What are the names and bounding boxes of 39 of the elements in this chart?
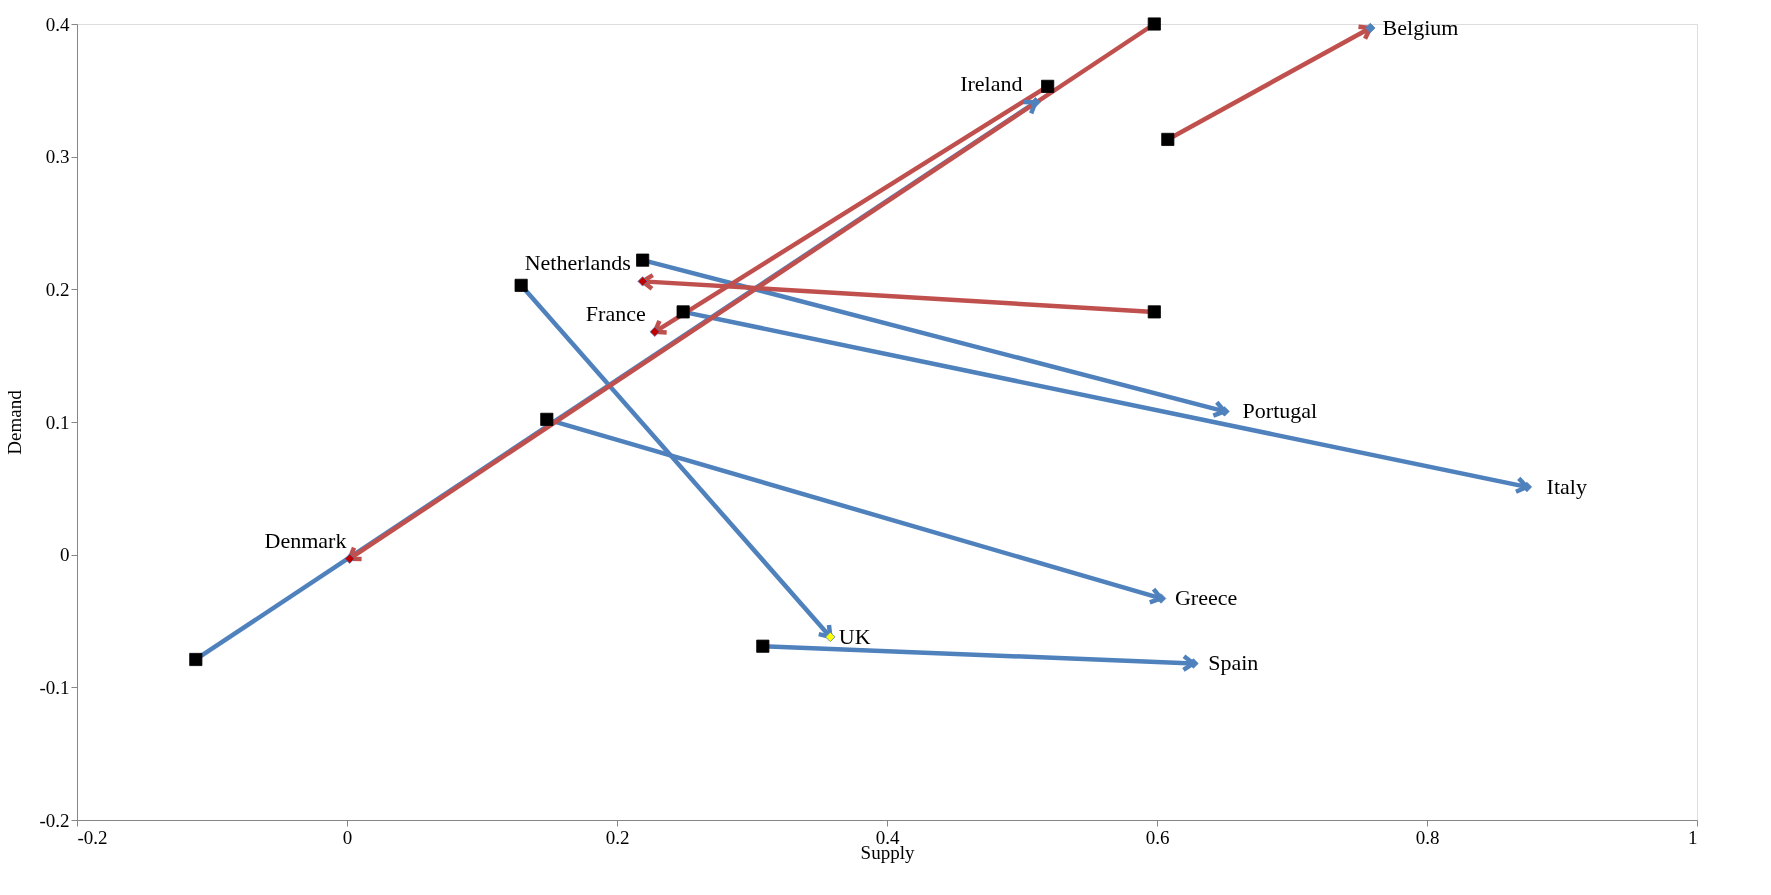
y-tick-label: 0.1: [45, 411, 70, 433]
x-tick-label: 1: [1688, 826, 1698, 848]
x-tick-label: 0: [342, 826, 353, 848]
annotation: Italy: [1546, 474, 1587, 500]
point: [825, 631, 836, 643]
y-tick-label: 0.4: [45, 13, 70, 35]
x-tick-label: -0.2: [77, 826, 108, 848]
point: [756, 639, 770, 653]
annotation: Spain: [1208, 650, 1259, 676]
annotation: France: [585, 300, 646, 326]
point: [189, 652, 203, 666]
x-tick-label: 0.2: [605, 826, 630, 848]
y-tick-label: -0.2: [39, 809, 70, 831]
annotation: Belgium: [1382, 14, 1459, 40]
annotation: Denmark: [264, 527, 347, 553]
x-tick-label: 0.6: [1145, 826, 1170, 848]
point: [540, 412, 554, 426]
point: [1365, 22, 1376, 34]
y-axis-title: Demand: [4, 389, 26, 455]
annotation: Ireland: [960, 71, 1023, 97]
point: [649, 326, 660, 337]
x-tick-label: 0.8: [1415, 826, 1440, 848]
point: [1147, 305, 1161, 319]
annotation: UK: [838, 623, 871, 649]
point: [1147, 17, 1161, 31]
annotation: Netherlands: [524, 250, 631, 276]
y-tick-label: 0: [60, 544, 70, 566]
point: [1041, 79, 1055, 93]
point: [637, 276, 648, 287]
annotation: Greece: [1174, 585, 1238, 611]
point: [1161, 132, 1175, 146]
point: [344, 553, 355, 564]
point: [636, 253, 650, 267]
y-tick-label: 0.2: [45, 278, 70, 300]
annotation: Portugal: [1242, 398, 1318, 424]
point: [514, 278, 528, 292]
y-tick-label: 0.3: [45, 146, 70, 168]
point: [676, 305, 690, 319]
y-tick-label: -0.1: [39, 676, 70, 698]
